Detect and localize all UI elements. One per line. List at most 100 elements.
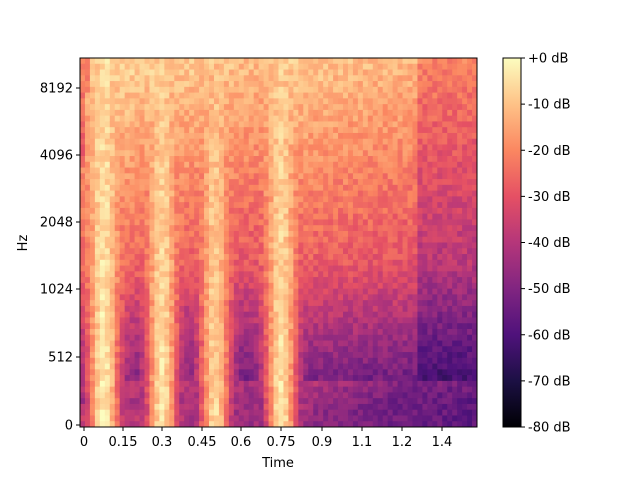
heatmap-cell — [298, 282, 304, 290]
heatmap-cell — [104, 144, 111, 151]
heatmap-cell — [352, 248, 359, 255]
heatmap-cell — [318, 328, 324, 336]
heatmap-cell — [452, 98, 458, 105]
heatmap-cell — [407, 352, 413, 359]
heatmap-cell — [442, 375, 448, 382]
heatmap-cell — [124, 271, 131, 278]
heatmap-cell — [99, 184, 106, 192]
heatmap-cell — [84, 230, 91, 238]
heatmap-cell — [139, 386, 145, 393]
heatmap-cell — [362, 300, 369, 307]
heatmap-cell — [104, 398, 111, 405]
heatmap-cell — [397, 346, 403, 353]
heatmap-cell — [432, 81, 438, 88]
heatmap-cell — [462, 127, 468, 134]
heatmap-cell — [134, 92, 140, 99]
heatmap-cell — [462, 386, 468, 393]
heatmap-cell — [223, 392, 230, 399]
heatmap-cell — [99, 121, 106, 128]
heatmap-cell — [442, 213, 448, 220]
heatmap-cell — [338, 81, 344, 88]
heatmap-cell — [323, 317, 329, 324]
heatmap-cell — [457, 190, 463, 197]
heatmap-cell — [104, 282, 111, 290]
heatmap-cell — [104, 58, 111, 65]
heatmap-cell — [303, 265, 309, 272]
heatmap-cell — [129, 346, 135, 353]
heatmap-cell — [273, 115, 279, 122]
heatmap-cell — [333, 161, 339, 168]
heatmap-cell — [293, 340, 299, 347]
heatmap-cell — [392, 282, 398, 290]
heatmap-cell — [338, 121, 344, 128]
heatmap-cell — [253, 386, 260, 393]
heatmap-cell — [228, 179, 235, 186]
heatmap-cell — [109, 248, 116, 255]
heatmap-cell — [189, 409, 195, 416]
heatmap-cell — [99, 340, 106, 347]
heatmap-cell — [402, 282, 408, 290]
heatmap-cell — [164, 398, 170, 405]
heatmap-cell — [149, 421, 155, 428]
heatmap-cell — [442, 196, 448, 203]
heatmap-cell — [258, 179, 265, 186]
heatmap-cell — [253, 421, 260, 428]
heatmap-cell — [248, 173, 255, 180]
heatmap-cell — [447, 69, 453, 76]
heatmap-cell — [154, 392, 160, 399]
heatmap-cell — [184, 207, 190, 215]
heatmap-cell — [223, 254, 230, 261]
heatmap-cell — [328, 300, 334, 307]
heatmap-cell — [94, 179, 101, 186]
heatmap-cell — [99, 254, 106, 261]
heatmap-cell — [114, 196, 121, 203]
heatmap-cell — [437, 144, 443, 151]
heatmap-cell — [228, 127, 235, 134]
heatmap-cell — [199, 415, 205, 422]
heatmap-cell — [347, 167, 354, 174]
heatmap-cell — [169, 219, 175, 226]
heatmap-cell — [169, 398, 175, 405]
heatmap-cell — [258, 340, 265, 347]
heatmap-cell — [407, 213, 413, 220]
heatmap-cell — [213, 346, 220, 353]
heatmap-cell — [432, 357, 438, 364]
heatmap-cell — [288, 75, 294, 82]
heatmap-cell — [293, 386, 299, 393]
heatmap-cell — [352, 92, 359, 99]
heatmap-cell — [159, 317, 165, 324]
heatmap-cell — [447, 282, 453, 290]
heatmap-cell — [263, 403, 269, 411]
heatmap-cell — [263, 219, 269, 226]
heatmap-cell — [452, 415, 458, 422]
heatmap-cell — [293, 409, 299, 416]
heatmap-cell — [462, 248, 468, 255]
heatmap-cell — [258, 305, 265, 313]
heatmap-cell — [402, 207, 408, 215]
heatmap-cell — [233, 403, 240, 411]
heatmap-cell — [263, 254, 269, 261]
heatmap-cell — [149, 69, 155, 76]
heatmap-cell — [422, 403, 428, 411]
heatmap-cell — [184, 409, 190, 416]
heatmap-cell — [144, 305, 150, 313]
heatmap-cell — [144, 58, 150, 65]
heatmap-cell — [109, 63, 116, 70]
heatmap-cell — [402, 277, 408, 284]
heatmap-cell — [318, 161, 324, 168]
heatmap-cell — [442, 104, 448, 111]
heatmap-cell — [238, 352, 245, 359]
heatmap-cell — [119, 190, 126, 197]
heatmap-cell — [278, 392, 284, 399]
heatmap-cell — [397, 363, 403, 370]
heatmap-cell — [387, 357, 394, 364]
heatmap-cell — [89, 346, 96, 353]
heatmap-cell — [293, 288, 299, 295]
heatmap-cell — [223, 109, 230, 117]
heatmap-cell — [343, 242, 349, 249]
heatmap-cell — [89, 403, 96, 411]
heatmap-cell — [372, 236, 379, 243]
heatmap-cell — [169, 294, 175, 301]
heatmap-cell — [139, 156, 145, 163]
heatmap-cell — [372, 121, 379, 128]
